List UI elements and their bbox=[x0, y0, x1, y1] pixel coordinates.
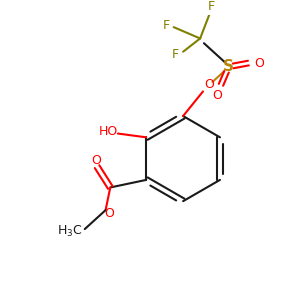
Text: F: F bbox=[208, 0, 215, 13]
Text: O: O bbox=[254, 57, 264, 70]
Text: S: S bbox=[223, 59, 234, 74]
Text: O: O bbox=[212, 89, 222, 102]
Text: O: O bbox=[104, 206, 114, 220]
Text: O: O bbox=[205, 78, 214, 91]
Text: F: F bbox=[172, 48, 179, 61]
Text: H$_3$C: H$_3$C bbox=[57, 224, 83, 239]
Text: HO: HO bbox=[99, 125, 118, 138]
Text: F: F bbox=[163, 19, 170, 32]
Text: O: O bbox=[91, 154, 101, 166]
